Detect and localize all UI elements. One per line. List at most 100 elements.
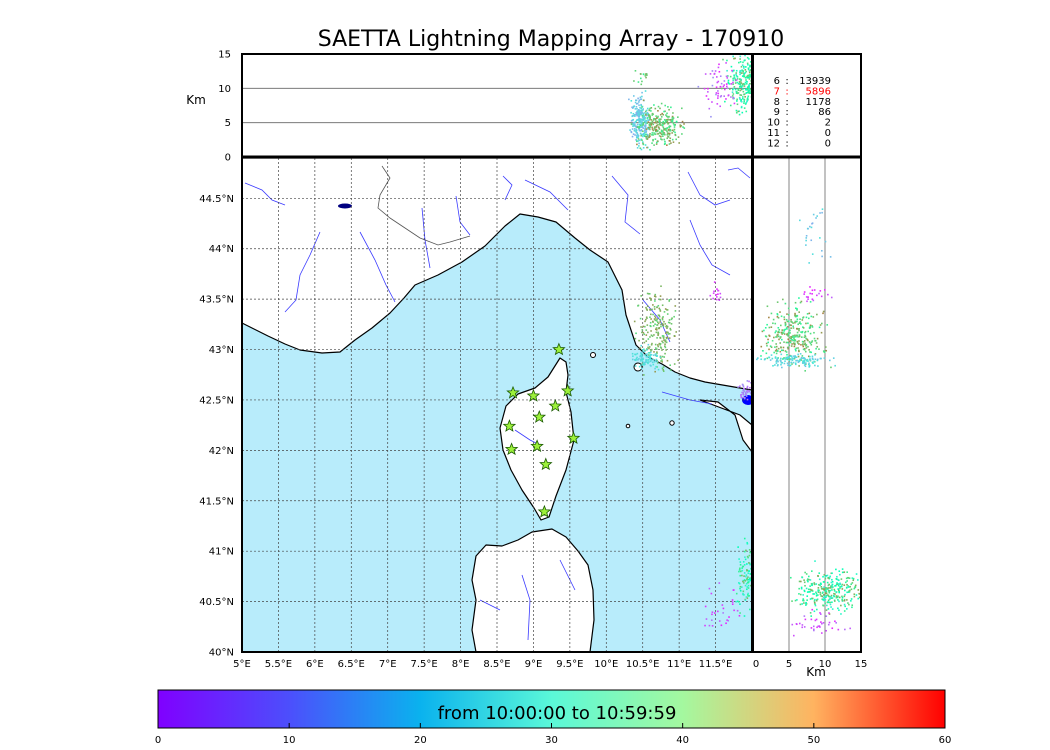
side-source-point <box>787 334 789 337</box>
top-source-point <box>664 121 667 123</box>
lightning-source-point <box>711 611 714 613</box>
colorbar-tick-label: 0 <box>155 735 161 746</box>
side-source-point <box>811 608 814 611</box>
side-source-point <box>822 588 825 590</box>
side-source-point <box>780 315 783 318</box>
lightning-source-point <box>645 329 648 331</box>
side-source-point <box>807 317 810 320</box>
side-source-point <box>809 292 811 295</box>
lightning-source-point <box>708 624 711 627</box>
side-source-point <box>775 330 777 332</box>
top-source-point <box>671 116 674 119</box>
top-source-point <box>656 116 659 119</box>
top-source-point <box>739 78 741 80</box>
side-source-point <box>799 318 801 320</box>
side-source-point <box>819 613 822 615</box>
side-source-point <box>794 312 796 315</box>
lightning-source-point <box>666 313 669 315</box>
top-source-point <box>739 85 741 88</box>
top-source-point <box>739 61 742 63</box>
side-source-point <box>762 350 764 352</box>
top-source-point <box>658 135 661 137</box>
top-source-point <box>740 86 743 89</box>
top-source-point <box>744 76 747 79</box>
side-source-point <box>799 603 802 606</box>
top-source-point <box>641 122 643 124</box>
top-source-point <box>641 114 644 117</box>
side-source-point <box>785 318 788 321</box>
side-source-point <box>776 313 779 315</box>
side-source-point <box>807 355 810 358</box>
map-x-tick-label: 6.5°E <box>338 659 365 670</box>
lightning-source-point <box>638 339 640 342</box>
top-source-point <box>662 113 665 116</box>
lightning-source-point <box>673 363 676 365</box>
lightning-source-point <box>652 354 655 357</box>
lightning-source-point <box>705 618 708 620</box>
top-source-point <box>646 135 649 137</box>
side-source-point <box>826 594 829 596</box>
top-source-point <box>637 81 640 83</box>
lightning-source-point <box>722 612 724 614</box>
top-source-point <box>642 134 645 136</box>
side-source-point <box>805 360 808 362</box>
top-source-point <box>717 92 720 95</box>
lightning-source-point <box>745 394 748 397</box>
top-source-point <box>660 133 663 135</box>
side-source-point <box>823 599 825 602</box>
lightning-source-point <box>750 391 752 393</box>
side-source-point <box>850 600 852 602</box>
side-source-point <box>789 341 792 344</box>
top-source-point <box>728 83 731 85</box>
side-source-point <box>809 324 812 327</box>
lightning-source-point <box>747 595 750 597</box>
lightning-source-point <box>644 320 646 323</box>
lightning-source-point <box>660 360 662 362</box>
side-source-point <box>794 314 796 317</box>
lightning-source-point <box>639 354 642 357</box>
side-source-point <box>782 298 784 301</box>
side-xlabel: Km <box>806 665 826 679</box>
lightning-source-point <box>659 295 662 297</box>
lightning-source-point <box>748 562 750 564</box>
side-source-point <box>776 334 778 336</box>
side-source-point <box>806 591 809 593</box>
side-source-point <box>769 359 772 361</box>
side-source-point <box>789 332 791 334</box>
side-source-point <box>791 343 793 345</box>
side-source-point <box>824 592 827 594</box>
lightning-source-point <box>746 542 749 545</box>
top-source-point <box>641 111 644 114</box>
side-source-point <box>809 591 811 593</box>
side-source-point <box>828 613 831 615</box>
side-source-point <box>774 331 777 334</box>
side-source-point <box>848 603 850 606</box>
side-source-point <box>805 347 808 349</box>
lightning-source-point <box>668 321 671 324</box>
top-source-point <box>663 110 665 113</box>
top-source-point <box>739 89 741 92</box>
side-source-point <box>794 334 796 337</box>
top-source-point <box>708 107 711 110</box>
lightning-source-point <box>645 358 647 361</box>
lightning-source-point <box>645 353 648 355</box>
lightning-source-point <box>738 582 740 584</box>
top-source-point <box>636 136 639 139</box>
side-source-point <box>827 584 830 587</box>
top-source-point <box>732 81 734 84</box>
side-source-point <box>785 327 788 329</box>
top-source-point <box>736 91 738 93</box>
lightning-source-point <box>641 362 644 365</box>
side-source-point <box>796 359 798 362</box>
top-source-point <box>746 86 749 88</box>
side-source-point <box>793 355 795 357</box>
top-source-point <box>748 86 750 89</box>
top-source-point <box>726 77 729 79</box>
top-source-point <box>674 133 677 136</box>
side-source-point <box>809 359 812 361</box>
top-source-point <box>644 124 647 126</box>
side-source-point <box>804 334 806 337</box>
side-source-point <box>816 294 818 297</box>
side-source-point <box>815 593 818 595</box>
side-source-point <box>834 585 836 587</box>
